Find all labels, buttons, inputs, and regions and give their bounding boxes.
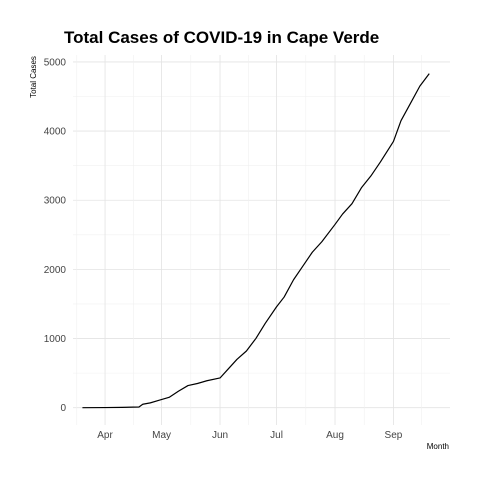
x-axis-ticks: Apr May Jun Jul Aug Sep <box>97 430 403 441</box>
y-tick-label: 3000 <box>44 196 67 207</box>
y-axis-ticks: 0 1000 2000 3000 4000 5000 <box>44 57 67 414</box>
y-tick-label: 2000 <box>44 265 67 276</box>
y-tick-label: 4000 <box>44 127 67 138</box>
x-tick-label: Sep <box>385 430 403 441</box>
y-tick-label: 1000 <box>44 334 67 345</box>
y-tick-label: 0 <box>60 403 66 414</box>
x-axis-title: Month <box>427 442 449 451</box>
chart-title: Total Cases of COVID-19 in Cape Verde <box>64 28 379 47</box>
x-tick-label: May <box>152 430 171 441</box>
x-tick-label: Aug <box>326 430 344 441</box>
grid <box>73 55 450 425</box>
series-line <box>82 73 430 409</box>
x-tick-label: Jun <box>212 430 228 441</box>
y-axis-title: Total Cases <box>29 56 38 98</box>
y-tick-label: 5000 <box>44 57 67 68</box>
x-tick-label: Apr <box>97 430 113 441</box>
x-tick-label: Jul <box>270 430 283 441</box>
